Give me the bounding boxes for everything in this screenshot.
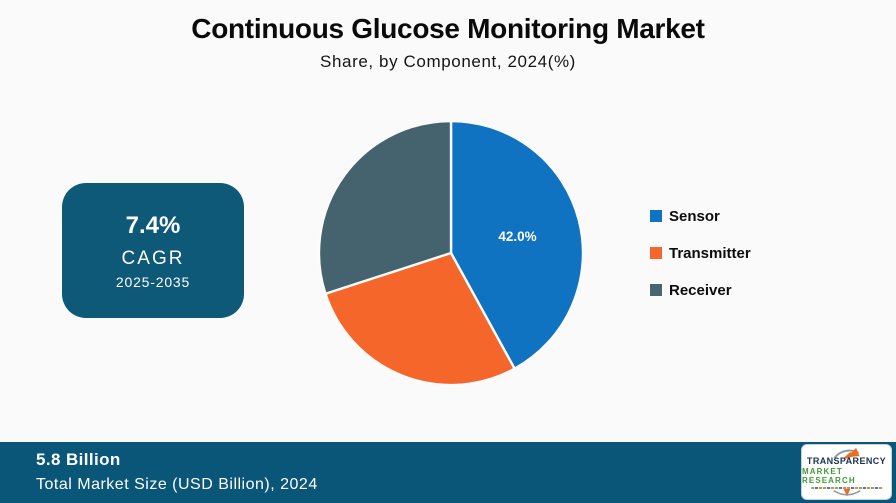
brand-logo: TRANSPARENCY MARKET RESEARCH <box>801 444 892 500</box>
pie-slice-sensor <box>449 119 585 370</box>
footer-bar: 5.8 Billion Total Market Size (USD Billi… <box>0 442 896 503</box>
legend-item-transmitter: Transmitter <box>650 244 751 262</box>
legend-swatch-receiver <box>650 284 662 296</box>
cagr-value: 7.4% <box>125 211 181 239</box>
legend-label-receiver: Receiver <box>669 281 732 299</box>
logo-line2: MARKET RESEARCH <box>802 466 856 485</box>
total-market-size-value: 5.8 Billion <box>36 450 121 469</box>
pie-slice-transmitter <box>324 251 516 387</box>
cagr-callout-box: 7.4% CAGR 2025-2035 <box>62 183 244 318</box>
legend-label-sensor: Sensor <box>669 207 720 225</box>
legend: Sensor Transmitter Receiver <box>650 207 751 318</box>
logo-tagline-strip <box>810 486 883 489</box>
pie-chart: 42.0% <box>315 117 587 389</box>
footer-text: 5.8 Billion Total Market Size (USD Billi… <box>36 450 318 494</box>
logo-swoosh-icon <box>832 489 861 497</box>
legend-label-transmitter: Transmitter <box>669 244 751 262</box>
logo-line1: TRANSPARENCY <box>806 455 887 466</box>
pie-slice-label-sensor: 42.0% <box>498 229 536 244</box>
page-title: Continuous Glucose Monitoring Market <box>191 13 705 44</box>
legend-item-receiver: Receiver <box>650 281 751 299</box>
header: Continuous Glucose Monitoring Market Sha… <box>0 13 896 72</box>
legend-swatch-sensor <box>650 210 662 222</box>
total-market-size-caption: Total Market Size (USD Billion), 2024 <box>36 476 318 493</box>
logo-arrow-up-icon <box>833 447 859 459</box>
legend-item-sensor: Sensor <box>650 207 751 225</box>
legend-swatch-transmitter <box>650 247 662 259</box>
cagr-label: CAGR <box>121 247 185 269</box>
pie-slice-receiver <box>317 119 453 295</box>
cagr-period: 2025-2035 <box>115 273 191 290</box>
pie-chart-svg: 42.0% <box>317 119 585 387</box>
page-subtitle: Share, by Component, 2024(%) <box>320 52 576 71</box>
